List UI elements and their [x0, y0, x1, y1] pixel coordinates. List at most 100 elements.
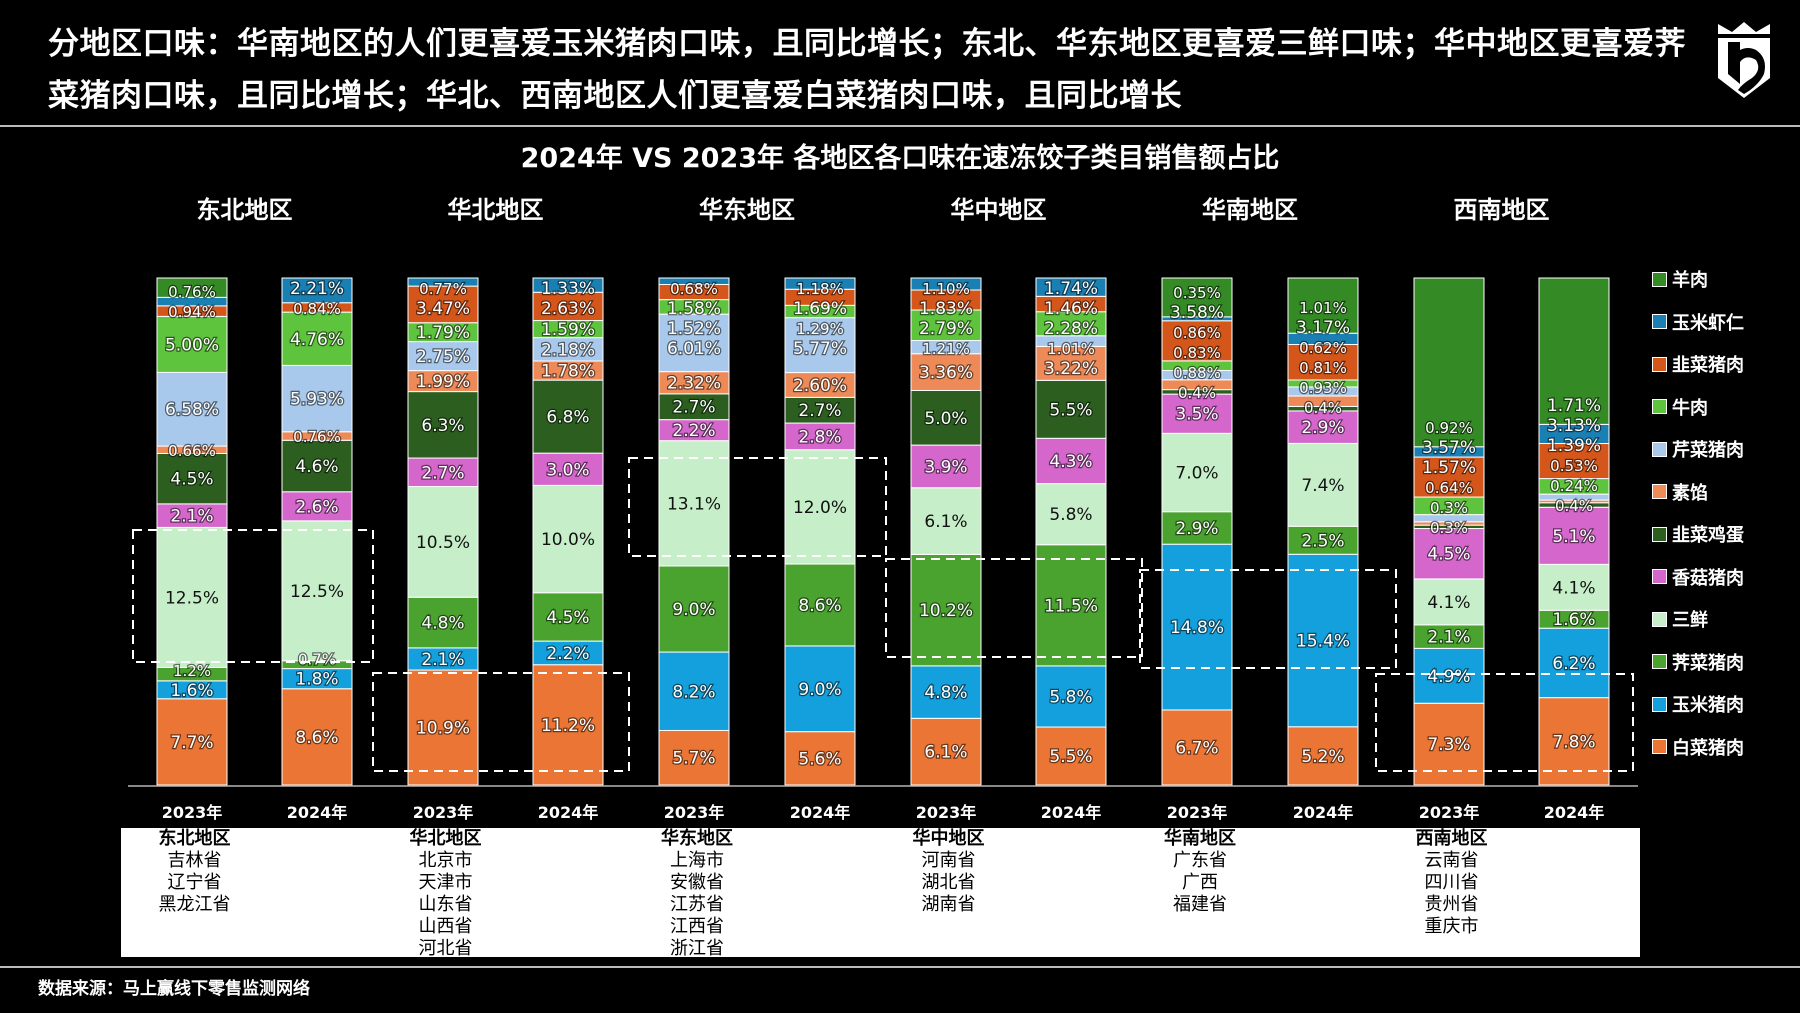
legend-swatch [1652, 569, 1667, 585]
bar-segment [532, 664, 604, 786]
province: 吉林省 [167, 850, 222, 871]
data-source: 数据来源：马上赢线下零售监测网络 [38, 979, 310, 999]
data-label: 5.8% [1049, 505, 1092, 525]
data-label: 1.18% [796, 280, 844, 298]
data-label: 0.66% [168, 442, 216, 460]
data-label: 4.3% [1049, 452, 1092, 472]
data-label: 0.83% [1173, 344, 1221, 362]
data-label: 5.8% [1049, 687, 1092, 707]
data-label: 4.5% [1427, 545, 1470, 565]
region-column: 华北地区 北京市 天津市 山东省 山西省 河北省 [346, 828, 546, 957]
data-label: 7.8% [1552, 732, 1595, 752]
data-label: 2.79% [919, 319, 973, 339]
data-label: 1.33% [541, 279, 595, 299]
legend-label: 素馅 [1672, 482, 1708, 504]
data-label: 2.6% [295, 497, 338, 517]
data-label: 2.9% [1301, 418, 1344, 438]
region-header: 西南地区 [1453, 196, 1550, 224]
legend-item: 素馅 [1652, 471, 1744, 514]
legend-label: 芹菜猪肉 [1672, 440, 1744, 462]
province: 湖北省 [921, 872, 976, 893]
data-label: 2.7% [672, 398, 715, 418]
data-label: 7.4% [1301, 476, 1344, 496]
data-label: 3.13% [1547, 416, 1601, 436]
bar-segment [407, 391, 479, 459]
data-label: 1.71% [1547, 396, 1601, 416]
data-label: 12.5% [290, 582, 344, 602]
highlight-box [885, 558, 1143, 658]
bar-segment [156, 698, 228, 786]
legend-swatch [1652, 314, 1667, 330]
data-label: 5.5% [1049, 747, 1092, 767]
data-label: 5.2% [1301, 747, 1344, 767]
bar-segment [784, 449, 856, 565]
data-label: 3.17% [1296, 318, 1350, 338]
bar-8: 6.7% 14.8% 2.9% 7.0% 3.5% 0.4% 0.88% 0.83% 0.86%… [1161, 277, 1233, 786]
data-label: 1.01% [1047, 340, 1095, 358]
province: 上海市 [670, 850, 724, 871]
highlight-box [1375, 673, 1634, 772]
region-header: 华东地区 [699, 196, 795, 224]
x-tick-label: 2024年 [790, 803, 851, 822]
data-label: 5.00% [165, 335, 219, 355]
data-label: 0.77% [419, 280, 467, 298]
bar-segment [784, 277, 856, 290]
data-label: 3.0% [546, 460, 589, 480]
bar-segment [1413, 456, 1485, 498]
data-label: 1.6% [170, 681, 213, 701]
data-label: 0.92% [1425, 419, 1473, 437]
region-header: 华北地区 [447, 196, 544, 224]
bar-4: 5.7% 8.2% 9.0% 13.1% 2.2% 2.7% 2.32% 6.01%1.52%… [658, 277, 730, 786]
bar-segment [1413, 277, 1485, 448]
highlight-box [132, 529, 374, 663]
legend-label: 白菜猪肉 [1672, 737, 1744, 759]
footer-divider [0, 966, 1800, 968]
x-tick-label: 2023年 [664, 803, 725, 822]
bar-segment [281, 520, 353, 662]
legend-item: 玉米猪肉 [1652, 683, 1744, 726]
legend-label: 韭菜猪肉 [1672, 355, 1744, 377]
region-column-header: 华东地区 [661, 828, 733, 849]
data-label: 7.3% [1427, 735, 1470, 755]
region-header: 东北地区 [196, 196, 293, 224]
x-tick-label: 2024年 [1544, 803, 1605, 822]
bar-segment [407, 457, 479, 488]
data-label: 7.0% [1175, 464, 1218, 484]
data-label: 6.8% [546, 408, 589, 428]
data-label: 4.76% [290, 330, 344, 350]
data-label: 10.2% [919, 601, 973, 621]
highlight-box [372, 672, 630, 772]
legend-label: 羊肉 [1672, 270, 1708, 292]
data-label: 2.21% [290, 279, 344, 299]
data-label: 2.28% [1044, 319, 1098, 339]
bar-10: 7.3% 4.9% 2.1% 4.1% 4.5% 0.3% 0.3% 0.64%1.57%3.… [1413, 277, 1485, 786]
x-tick-label: 2024年 [1041, 803, 1102, 822]
bar-segment [784, 645, 856, 733]
legend-swatch [1652, 356, 1667, 372]
x-tick-label: 2023年 [413, 803, 474, 822]
bar-0: 7.7% 1.6%1.2% 12.5% 2.1% 4.5% 0.66% 6.58% 5.00%… [156, 277, 228, 786]
bar-segment [658, 651, 730, 731]
data-label: 1.52% [667, 319, 721, 339]
data-label: 6.01% [667, 339, 721, 359]
data-label: 0.53% [1550, 457, 1598, 475]
bar-segment [1287, 442, 1359, 527]
province: 江西省 [670, 916, 724, 937]
region-column-header: 华南地区 [1164, 828, 1236, 849]
data-label: 11.2% [541, 716, 595, 736]
bar-5: 5.6% 9.0% 8.6% 12.0% 2.8% 2.7% 2.60% 5.77%1.29%… [784, 277, 856, 786]
legend-item: 芹菜猪肉 [1652, 428, 1744, 471]
region-header: 华中地区 [950, 196, 1047, 224]
bar-segment [1035, 345, 1107, 381]
data-label: 6.1% [924, 512, 967, 532]
x-tick-label: 2024年 [538, 803, 599, 822]
data-label: 1.99% [416, 372, 470, 392]
bar-segment [1538, 506, 1610, 565]
data-label: 1.79% [416, 323, 470, 343]
legend-label: 牛肉 [1672, 397, 1708, 419]
region-column: 东北地区 吉林省 辽宁省 黑龙江省 [121, 828, 295, 916]
data-label: 1.29% [796, 320, 844, 338]
province: 河北省 [418, 938, 473, 957]
data-label: 14.8% [1170, 618, 1224, 638]
bar-segment [1538, 277, 1610, 425]
